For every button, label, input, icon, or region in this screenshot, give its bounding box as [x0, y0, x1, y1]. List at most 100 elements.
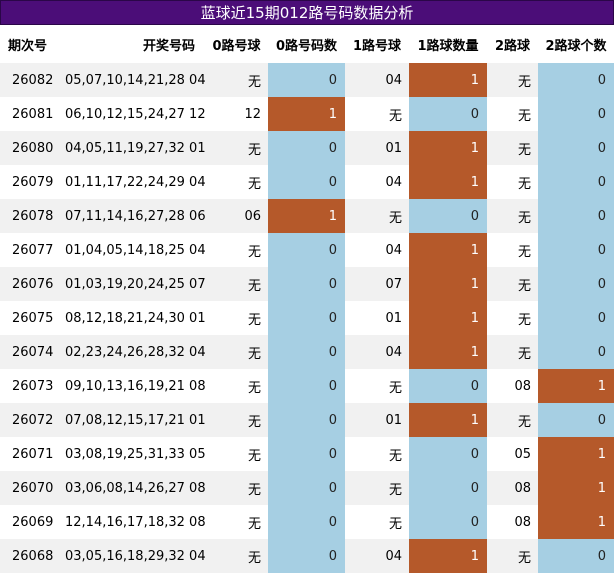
route1-count-cell: 0: [409, 199, 487, 233]
route0-ball-cell: 无: [205, 539, 268, 573]
route2-count-cell: 0: [538, 233, 614, 267]
route0-ball-cell: 无: [205, 369, 268, 403]
draw-numbers-cell: 08,12,18,21,24,30 01: [58, 301, 205, 335]
period-cell: 26076: [0, 267, 58, 301]
route0-count-cell: 0: [268, 471, 345, 505]
route0-ball-cell: 无: [205, 505, 268, 539]
route1-count-cell: 1: [409, 267, 487, 301]
route0-ball-cell: 无: [205, 131, 268, 165]
route1-count-cell: 0: [409, 471, 487, 505]
header-period: 期次号: [0, 25, 58, 63]
route1-count-cell: 0: [409, 97, 487, 131]
route0-count-cell: 0: [268, 505, 345, 539]
header-route0-count: 0路号码数: [268, 25, 345, 63]
table-row: 26080 04,05,11,19,27,32 01 无 0 01 1 无 0: [0, 131, 614, 165]
route1-count-cell: 1: [409, 233, 487, 267]
route0-ball-cell: 无: [205, 165, 268, 199]
route0-count-cell: 0: [268, 267, 345, 301]
table-row: 26077 01,04,05,14,18,25 04 无 0 04 1 无 0: [0, 233, 614, 267]
route2-ball-cell: 无: [487, 199, 538, 233]
period-cell: 26081: [0, 97, 58, 131]
route1-ball-cell: 04: [345, 63, 409, 97]
table-row: 26071 03,08,19,25,31,33 05 无 0 无 0 05 1: [0, 437, 614, 471]
header-route1-ball: 1路号球: [345, 25, 409, 63]
route2-count-cell: 0: [538, 539, 614, 573]
period-cell: 26072: [0, 403, 58, 437]
route2-ball-cell: 无: [487, 233, 538, 267]
period-cell: 26079: [0, 165, 58, 199]
table-row: 26075 08,12,18,21,24,30 01 无 0 01 1 无 0: [0, 301, 614, 335]
table-row: 26072 07,08,12,15,17,21 01 无 0 01 1 无 0: [0, 403, 614, 437]
route0-ball-cell: 无: [205, 233, 268, 267]
route2-count-cell: 0: [538, 131, 614, 165]
route1-ball-cell: 无: [345, 437, 409, 471]
route0-count-cell: 0: [268, 63, 345, 97]
header-route2-count: 2路球个数: [538, 25, 614, 63]
draw-numbers-cell: 01,04,05,14,18,25 04: [58, 233, 205, 267]
route1-count-cell: 1: [409, 131, 487, 165]
period-cell: 26069: [0, 505, 58, 539]
draw-numbers-cell: 07,08,12,15,17,21 01: [58, 403, 205, 437]
draw-numbers-cell: 09,10,13,16,19,21 08: [58, 369, 205, 403]
table-header-row: 期次号 开奖号码 0路号球 0路号码数 1路号球 1路球数量 2路球 2路球个数: [0, 25, 614, 63]
route0-count-cell: 0: [268, 301, 345, 335]
route0-count-cell: 0: [268, 539, 345, 573]
route1-count-cell: 1: [409, 403, 487, 437]
route2-ball-cell: 08: [487, 471, 538, 505]
route0-count-cell: 0: [268, 335, 345, 369]
route0-count-cell: 0: [268, 403, 345, 437]
route1-ball-cell: 04: [345, 539, 409, 573]
route0-ball-cell: 无: [205, 403, 268, 437]
header-route0-ball: 0路号球: [205, 25, 268, 63]
table-row: 26079 01,11,17,22,24,29 04 无 0 04 1 无 0: [0, 165, 614, 199]
table-row: 26076 01,03,19,20,24,25 07 无 0 07 1 无 0: [0, 267, 614, 301]
period-cell: 26078: [0, 199, 58, 233]
route2-count-cell: 0: [538, 97, 614, 131]
route1-ball-cell: 无: [345, 471, 409, 505]
route2-ball-cell: 无: [487, 267, 538, 301]
draw-numbers-cell: 01,03,19,20,24,25 07: [58, 267, 205, 301]
route2-count-cell: 1: [538, 369, 614, 403]
route1-ball-cell: 无: [345, 199, 409, 233]
page-title: 蓝球近15期012路号码数据分析: [0, 0, 614, 25]
table-row: 26078 07,11,14,16,27,28 06 06 1 无 0 无 0: [0, 199, 614, 233]
header-route2-ball: 2路球: [487, 25, 538, 63]
route1-ball-cell: 01: [345, 131, 409, 165]
header-draw-numbers: 开奖号码: [58, 25, 205, 63]
route2-ball-cell: 无: [487, 539, 538, 573]
draw-numbers-cell: 03,06,08,14,26,27 08: [58, 471, 205, 505]
route2-ball-cell: 无: [487, 131, 538, 165]
route2-ball-cell: 无: [487, 165, 538, 199]
route2-count-cell: 0: [538, 335, 614, 369]
route2-count-cell: 0: [538, 301, 614, 335]
route0-ball-cell: 无: [205, 301, 268, 335]
route1-ball-cell: 04: [345, 165, 409, 199]
route0-ball-cell: 无: [205, 335, 268, 369]
route0-count-cell: 0: [268, 165, 345, 199]
route2-ball-cell: 05: [487, 437, 538, 471]
period-cell: 26077: [0, 233, 58, 267]
route0-count-cell: 0: [268, 437, 345, 471]
route0-ball-cell: 无: [205, 63, 268, 97]
period-cell: 26074: [0, 335, 58, 369]
route2-count-cell: 0: [538, 403, 614, 437]
route1-count-cell: 1: [409, 301, 487, 335]
draw-numbers-cell: 07,11,14,16,27,28 06: [58, 199, 205, 233]
draw-numbers-cell: 02,23,24,26,28,32 04: [58, 335, 205, 369]
draw-numbers-cell: 04,05,11,19,27,32 01: [58, 131, 205, 165]
period-cell: 26080: [0, 131, 58, 165]
route2-ball-cell: 08: [487, 369, 538, 403]
route1-ball-cell: 无: [345, 97, 409, 131]
route2-ball-cell: 无: [487, 97, 538, 131]
table-row: 26070 03,06,08,14,26,27 08 无 0 无 0 08 1: [0, 471, 614, 505]
table-row: 26082 05,07,10,14,21,28 04 无 0 04 1 无 0: [0, 63, 614, 97]
route2-count-cell: 0: [538, 63, 614, 97]
route2-count-cell: 0: [538, 199, 614, 233]
table-row: 26074 02,23,24,26,28,32 04 无 0 04 1 无 0: [0, 335, 614, 369]
route2-ball-cell: 无: [487, 335, 538, 369]
route2-count-cell: 0: [538, 165, 614, 199]
route2-count-cell: 0: [538, 267, 614, 301]
draw-numbers-cell: 03,08,19,25,31,33 05: [58, 437, 205, 471]
route1-ball-cell: 无: [345, 369, 409, 403]
route0-count-cell: 0: [268, 233, 345, 267]
